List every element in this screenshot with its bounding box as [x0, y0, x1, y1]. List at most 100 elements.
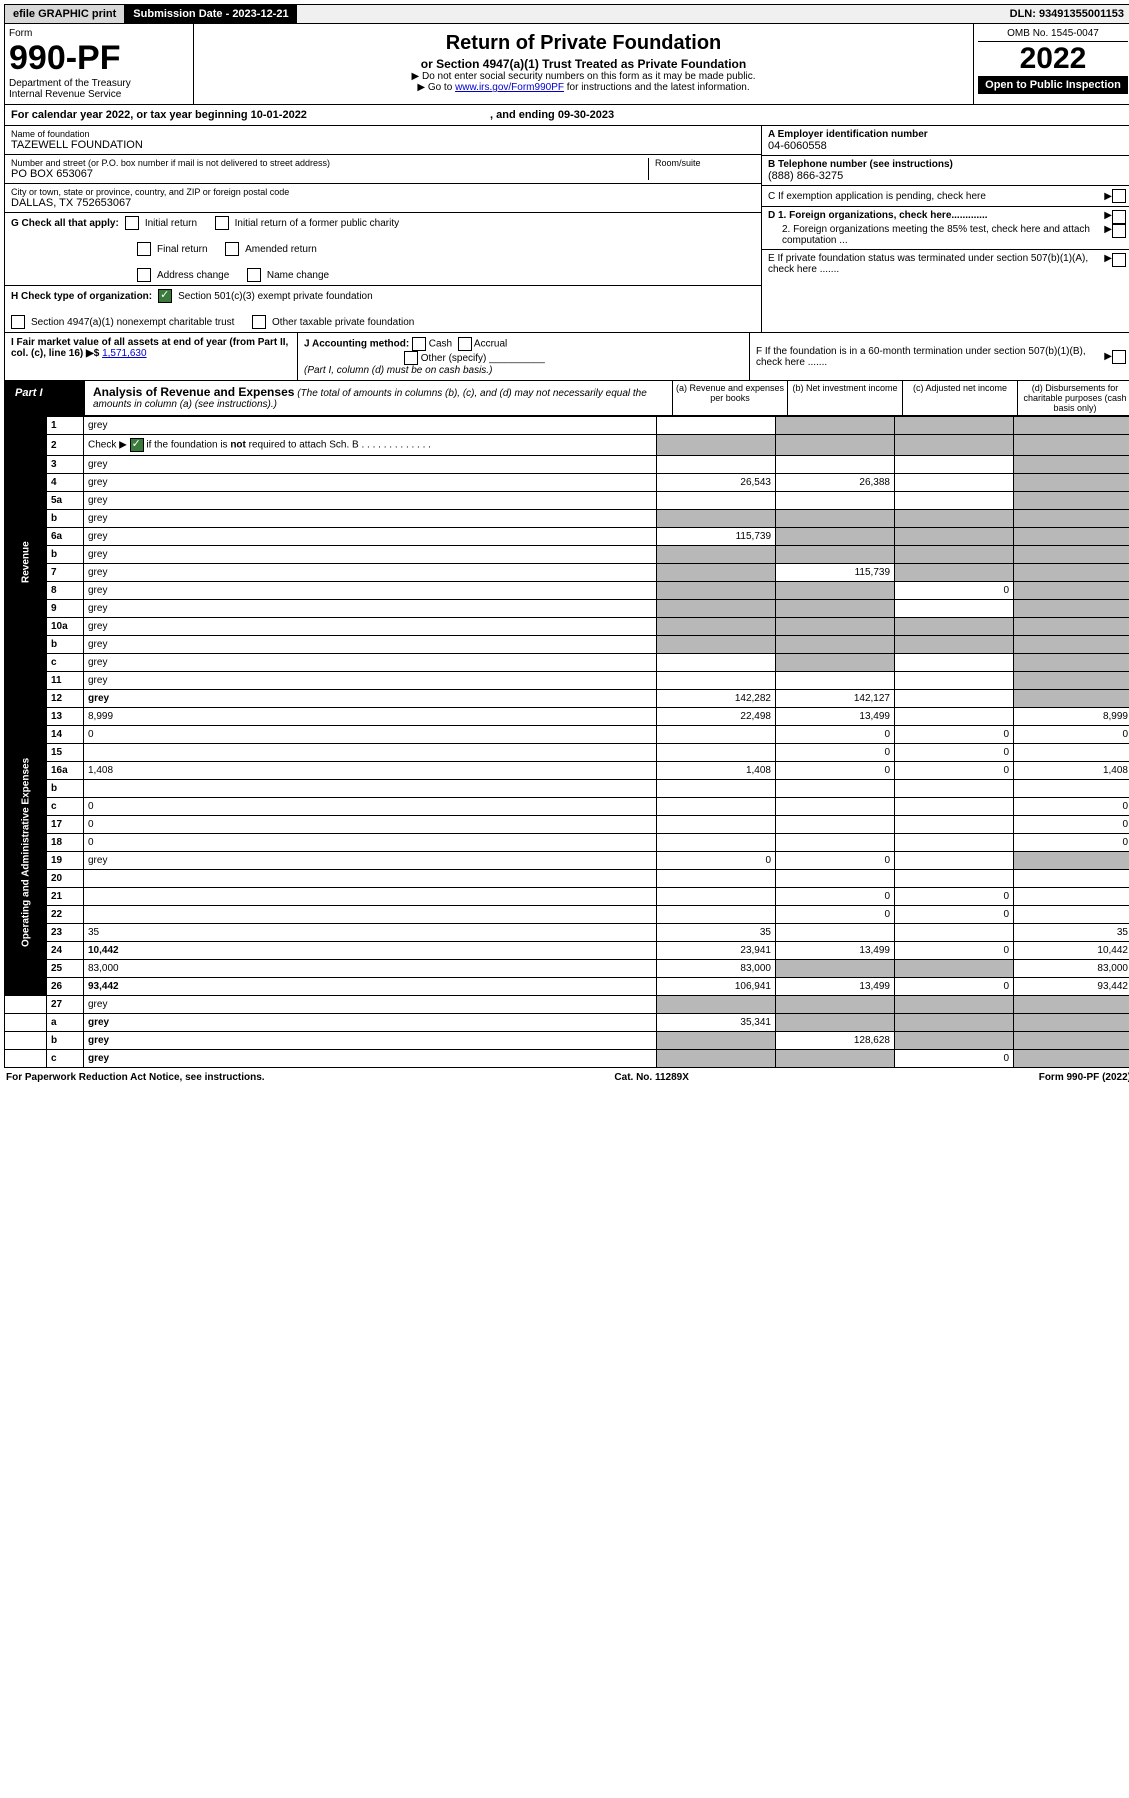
line-desc: grey	[84, 600, 657, 618]
amt-a	[657, 618, 776, 636]
chk-e[interactable]	[1112, 253, 1126, 267]
j-accrual: Accrual	[474, 339, 507, 350]
irs-link[interactable]: www.irs.gov/Form990PF	[455, 82, 564, 93]
chk-initial-former[interactable]	[215, 216, 229, 230]
chk-final[interactable]	[137, 242, 151, 256]
amt-b	[776, 996, 895, 1014]
table-row: 27grey	[5, 996, 1129, 1014]
amt-d	[1014, 654, 1129, 672]
amt-a: 35	[657, 924, 776, 942]
amt-d	[1014, 996, 1129, 1014]
g-label: G Check all that apply:	[11, 218, 119, 229]
amt-c	[895, 870, 1014, 888]
amt-b: 13,499	[776, 978, 895, 996]
amt-b	[776, 417, 895, 435]
amt-d: 0	[1014, 798, 1129, 816]
col-b-head: (b) Net investment income	[787, 381, 902, 415]
amt-a	[657, 417, 776, 435]
amt-c: 0	[895, 906, 1014, 924]
amt-b: 26,388	[776, 474, 895, 492]
amt-d	[1014, 474, 1129, 492]
line-number: 18	[47, 834, 84, 852]
chk-501c3[interactable]	[158, 289, 172, 303]
amt-d	[1014, 1032, 1129, 1050]
amt-d	[1014, 417, 1129, 435]
amt-b: 0	[776, 906, 895, 924]
amt-c	[895, 492, 1014, 510]
amt-d	[1014, 1014, 1129, 1032]
table-row: agrey35,341	[5, 1014, 1129, 1032]
table-row: Operating and Administrative Expenses138…	[5, 708, 1129, 726]
chk-initial-return[interactable]	[125, 216, 139, 230]
amt-c: 0	[895, 978, 1014, 996]
line-desc: grey	[84, 636, 657, 654]
amt-c	[895, 546, 1014, 564]
chk-accrual[interactable]	[458, 337, 472, 351]
chk-f[interactable]	[1112, 350, 1126, 364]
line-desc: grey	[84, 690, 657, 708]
footer-right: Form 990-PF (2022)	[1039, 1072, 1129, 1083]
line-desc: grey	[84, 996, 657, 1014]
dln: DLN: 93491355001153	[1002, 5, 1129, 23]
amt-d	[1014, 672, 1129, 690]
chk-cash[interactable]	[412, 337, 426, 351]
line-number: 3	[47, 456, 84, 474]
amt-d: 0	[1014, 816, 1129, 834]
amt-b: 0	[776, 762, 895, 780]
chk-address-change[interactable]	[137, 268, 151, 282]
chk-amended[interactable]	[225, 242, 239, 256]
header-right: OMB No. 1545-0047 2022 Open to Public In…	[973, 24, 1129, 104]
amt-c: 0	[895, 582, 1014, 600]
amt-d: 0	[1014, 726, 1129, 744]
amt-a	[657, 672, 776, 690]
line-number: 9	[47, 600, 84, 618]
chk-c[interactable]	[1112, 189, 1126, 203]
table-row: 11grey	[5, 672, 1129, 690]
amt-c	[895, 528, 1014, 546]
table-row: 2Check ▶ if the foundation is not requir…	[5, 435, 1129, 456]
amt-a	[657, 546, 776, 564]
line-desc: grey	[84, 672, 657, 690]
cal-prefix: For calendar year 2022, or tax year begi…	[11, 109, 251, 121]
header-left: Form 990-PF Department of the Treasury I…	[5, 24, 194, 104]
amt-a	[657, 834, 776, 852]
amt-b	[776, 618, 895, 636]
submission-date: Submission Date - 2023-12-21	[125, 5, 296, 23]
efile-print-button[interactable]: efile GRAPHIC print	[5, 5, 125, 23]
amt-c	[895, 834, 1014, 852]
amt-c	[895, 924, 1014, 942]
amt-d	[1014, 636, 1129, 654]
amt-d	[1014, 510, 1129, 528]
amt-c	[895, 435, 1014, 456]
info-right: A Employer identification number 04-6060…	[761, 126, 1129, 332]
i-value[interactable]: 1,571,630	[102, 348, 147, 359]
line-number: 26	[47, 978, 84, 996]
line-number: b	[47, 546, 84, 564]
line-number: 22	[47, 906, 84, 924]
amt-c	[895, 690, 1014, 708]
open-inspection: Open to Public Inspection	[978, 76, 1128, 94]
line-desc	[84, 744, 657, 762]
amt-b	[776, 600, 895, 618]
amt-b: 142,127	[776, 690, 895, 708]
chk-4947[interactable]	[11, 315, 25, 329]
chk-other-method[interactable]	[404, 351, 418, 365]
amt-c	[895, 708, 1014, 726]
col-c-head: (c) Adjusted net income	[902, 381, 1017, 415]
line-number: b	[47, 1032, 84, 1050]
chk-name-change[interactable]	[247, 268, 261, 282]
e-cell: E If private foundation status was termi…	[762, 250, 1129, 278]
line-desc: 0	[84, 798, 657, 816]
amt-b: 13,499	[776, 708, 895, 726]
amt-b	[776, 816, 895, 834]
chk-d1[interactable]	[1112, 210, 1126, 224]
chk-d2[interactable]	[1112, 224, 1126, 238]
amt-d	[1014, 528, 1129, 546]
chk-other-tax[interactable]	[252, 315, 266, 329]
amt-c	[895, 510, 1014, 528]
chk-sch-b[interactable]	[130, 438, 144, 452]
amt-b	[776, 654, 895, 672]
amt-d: 0	[1014, 834, 1129, 852]
amt-c: 0	[895, 726, 1014, 744]
ein-cell: A Employer identification number 04-6060…	[762, 126, 1129, 156]
